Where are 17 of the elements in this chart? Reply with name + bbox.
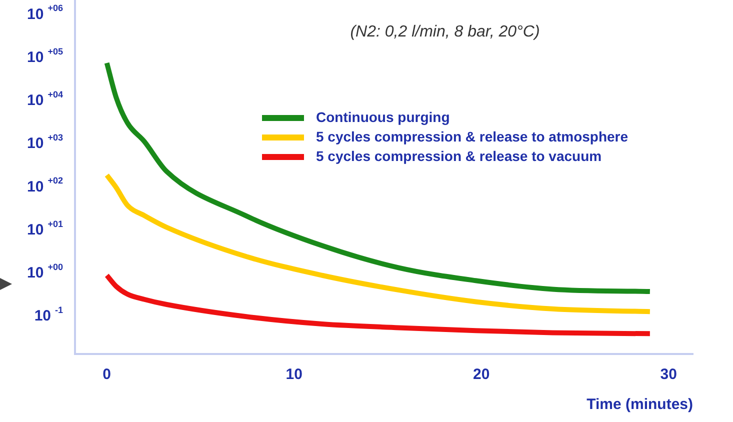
x-tick-label: 30 — [660, 366, 677, 384]
x-tick-label: 10 — [286, 366, 302, 384]
y-tick-label: 10+02 — [27, 176, 64, 196]
y-tick-label: 10+04 — [27, 89, 64, 110]
x-tick-label: 0 — [102, 366, 112, 384]
legend-label: Continuous purging — [316, 108, 450, 125]
y-tick-label: 10+05 — [27, 46, 64, 66]
text: (N2: 0,2 l/min, 8 bar, 20°C) — [350, 23, 540, 40]
y-tick-label: 10+03 — [27, 132, 64, 152]
y-tick-label: 10+00 — [27, 262, 64, 282]
y-tick-label: 10-1 — [34, 304, 64, 325]
y-tick-label: 10+06 — [27, 3, 64, 23]
x-axis-title: Time (minutes) — [586, 396, 694, 414]
y-tick-label: 10+01 — [27, 218, 64, 238]
legend-label: 5 cycles compression & release to atmosphere — [316, 128, 628, 144]
legend-label: 5 cycles compression & release to vacuum — [316, 148, 602, 164]
x-tick-label: 20 — [473, 366, 490, 384]
